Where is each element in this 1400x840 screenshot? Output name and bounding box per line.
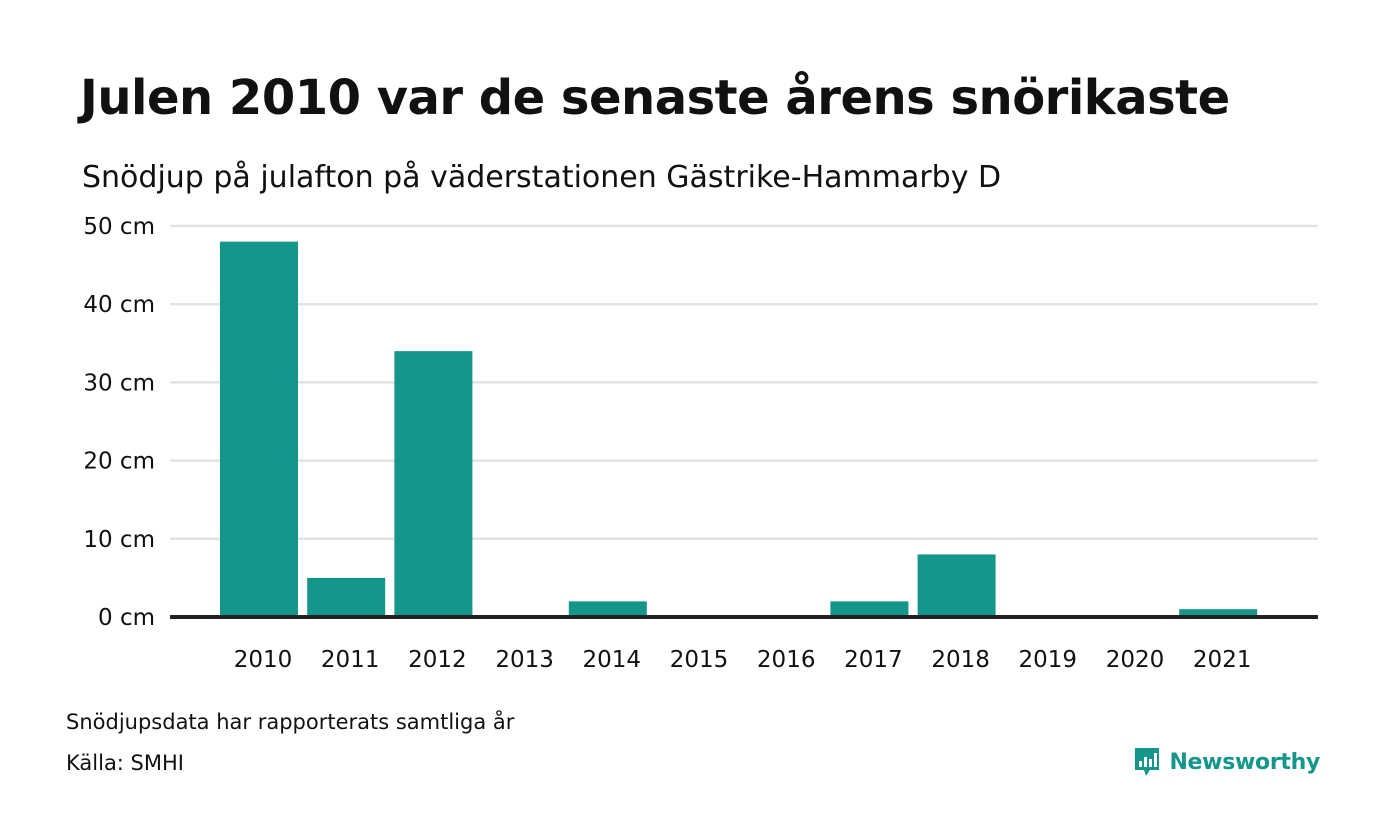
- data-note: Snödjupsdata har rapporterats samtliga å…: [66, 710, 515, 734]
- bar-chart-speech-bubble-icon: [1135, 748, 1160, 776]
- y-axis-labels: 0 cm 10 cm 20 cm 30 cm 40 cm 50 cm: [83, 214, 155, 631]
- newsworthy-logo: Newsworthy: [1133, 746, 1320, 778]
- x-tick-label: 2013: [495, 647, 554, 673]
- y-tick-label: 10 cm: [83, 527, 155, 553]
- chart-title: Julen 2010 var de senaste årens snörikas…: [80, 70, 1230, 126]
- x-tick-label: 2019: [1019, 647, 1078, 673]
- bar-2010: [220, 241, 298, 617]
- bar-2012: [394, 351, 473, 617]
- bars: [220, 241, 1258, 617]
- bar-2018: [917, 554, 996, 617]
- y-tick-label: 40 cm: [83, 292, 155, 318]
- bar-2011: [307, 577, 386, 617]
- logo-text: Newsworthy: [1169, 749, 1320, 775]
- y-tick-label: 50 cm: [83, 214, 155, 240]
- x-tick-label: 2020: [1106, 647, 1165, 673]
- y-tick-label: 30 cm: [83, 370, 155, 396]
- x-tick-label: 2012: [408, 647, 467, 673]
- gridlines: [170, 224, 1318, 541]
- x-tick-label: 2010: [234, 647, 293, 673]
- bar-2014: [568, 601, 647, 617]
- y-tick-label: 0 cm: [98, 605, 155, 631]
- x-tick-label: 2014: [583, 647, 642, 673]
- x-tick-label: 2011: [321, 647, 380, 673]
- chart-subtitle: Snödjup på julafton på väderstationen Gä…: [82, 160, 1002, 195]
- x-tick-label: 2021: [1193, 647, 1252, 673]
- x-tick-label: 2018: [931, 647, 990, 673]
- source-label: Källa: SMHI: [66, 751, 184, 775]
- bar-2021: [1179, 609, 1258, 617]
- x-tick-label: 2016: [757, 647, 816, 673]
- x-tick-label: 2015: [670, 647, 729, 673]
- y-tick-label: 20 cm: [83, 449, 155, 475]
- x-axis-labels: 2010 2011 2012 2013 2014 2015 2016 2017 2018 2019…: [234, 647, 1252, 673]
- x-tick-label: 2017: [844, 647, 903, 673]
- bar-2017: [830, 601, 909, 617]
